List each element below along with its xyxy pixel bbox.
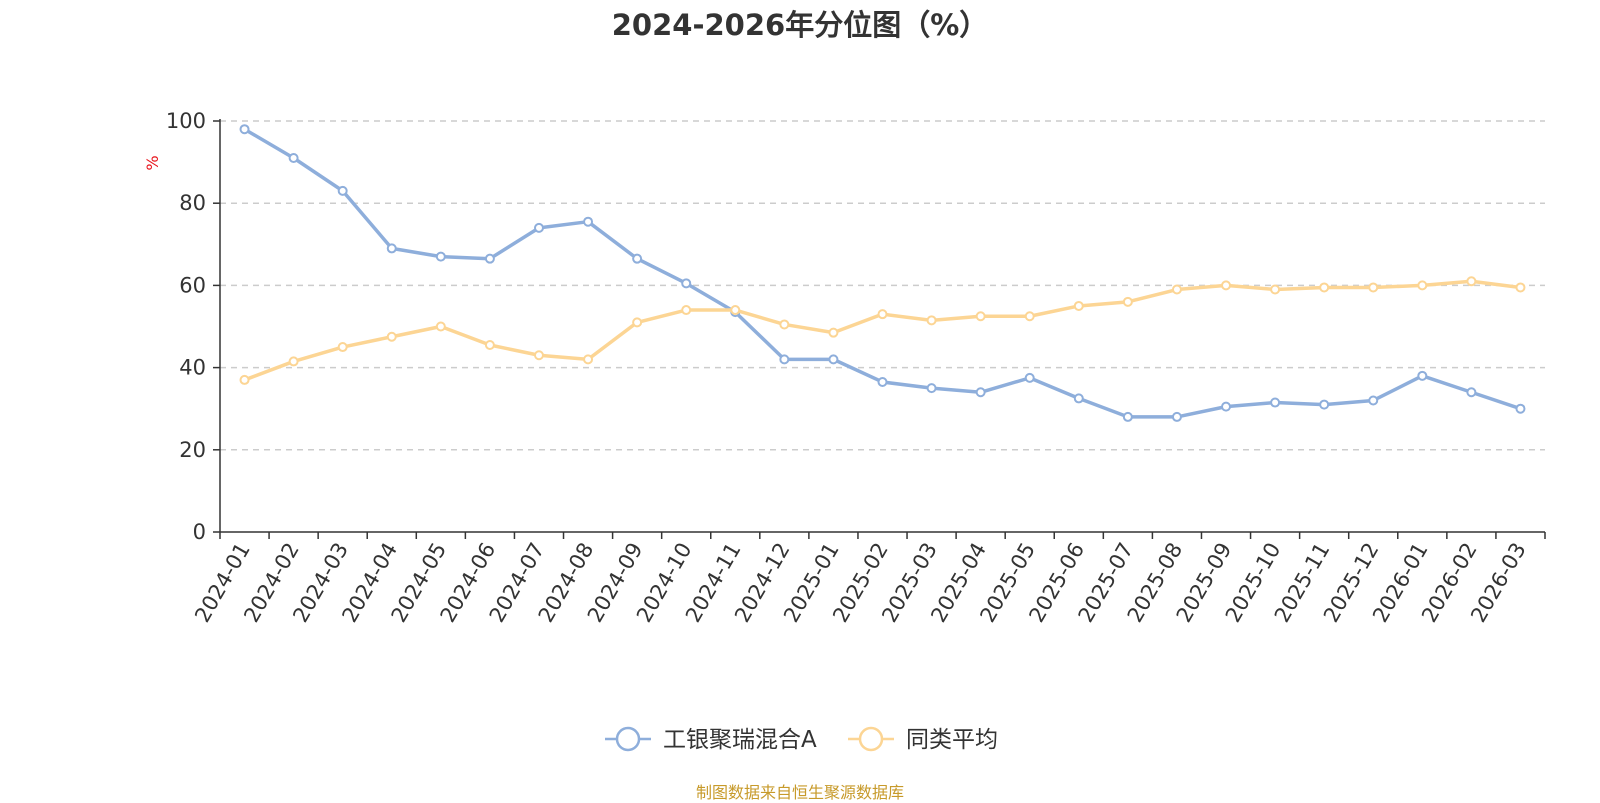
legend-label: 同类平均 <box>906 727 998 753</box>
data-point <box>779 319 790 330</box>
x-axis-ticks: 2024-012024-022024-032024-042024-052024-… <box>190 532 1546 626</box>
data-point <box>877 309 888 320</box>
y-tick-label: 20 <box>179 438 206 462</box>
y-tick-label: 40 <box>179 356 206 380</box>
data-point <box>1171 284 1182 295</box>
data-point <box>1024 311 1035 322</box>
data-point <box>828 327 839 338</box>
y-axis-ticks: 0 20 40 60 80 100 <box>166 109 220 544</box>
data-point <box>1319 399 1330 410</box>
data-point <box>386 243 397 254</box>
y-tick-label: 0 <box>193 520 206 544</box>
data-point <box>1073 300 1084 311</box>
grid-lines <box>220 120 1545 451</box>
data-point <box>632 253 643 264</box>
legend: 工银聚瑞混合A 同类平均 <box>605 726 998 753</box>
data-point <box>583 354 594 365</box>
data-point <box>1319 282 1330 293</box>
data-point <box>1417 280 1428 291</box>
data-point <box>435 251 446 262</box>
data-point <box>877 376 888 387</box>
data-point <box>1368 395 1379 406</box>
legend-marker <box>615 726 641 752</box>
series-lines <box>239 124 1526 422</box>
y-tick-label: 80 <box>179 191 206 215</box>
data-point <box>730 305 741 316</box>
data-point <box>1270 284 1281 295</box>
y-tick-label: 100 <box>166 109 206 133</box>
data-point <box>583 216 594 227</box>
data-point <box>288 356 299 367</box>
data-point <box>1024 372 1035 383</box>
axes <box>219 119 1545 533</box>
data-point <box>1515 403 1526 414</box>
source-note: 制图数据来自恒生聚源数据库 <box>695 783 904 802</box>
data-point <box>484 253 495 264</box>
data-point <box>1515 282 1526 293</box>
legend-label: 工银聚瑞混合A <box>663 727 817 753</box>
legend-marker <box>858 726 884 752</box>
data-point <box>1122 296 1133 307</box>
data-point <box>975 387 986 398</box>
data-point <box>239 124 250 135</box>
data-point <box>386 331 397 342</box>
data-point <box>484 339 495 350</box>
data-point <box>828 354 839 365</box>
chart-title: 2024-2026年分位图（%） <box>611 8 989 42</box>
y-tick-label: 60 <box>179 273 206 297</box>
data-point <box>681 305 692 316</box>
data-point <box>1221 401 1232 412</box>
series-line-1 <box>243 279 1521 382</box>
data-point <box>1417 370 1428 381</box>
data-point <box>1466 387 1477 398</box>
data-point <box>1270 397 1281 408</box>
data-point <box>1171 411 1182 422</box>
data-point <box>681 278 692 289</box>
data-point <box>926 315 937 326</box>
data-point <box>239 374 250 385</box>
data-point <box>1368 282 1379 293</box>
data-point <box>1221 280 1232 291</box>
y-axis-unit-label: % <box>143 155 162 170</box>
data-point <box>1073 393 1084 404</box>
data-point <box>533 350 544 361</box>
data-point <box>975 311 986 322</box>
data-point <box>337 185 348 196</box>
data-point <box>779 354 790 365</box>
data-point <box>926 383 937 394</box>
data-point <box>533 222 544 233</box>
data-point <box>1466 276 1477 287</box>
data-point <box>1122 411 1133 422</box>
series-line-0 <box>243 127 1522 419</box>
data-point <box>337 342 348 353</box>
data-point <box>632 317 643 328</box>
data-point <box>435 321 446 332</box>
data-point <box>288 152 299 163</box>
